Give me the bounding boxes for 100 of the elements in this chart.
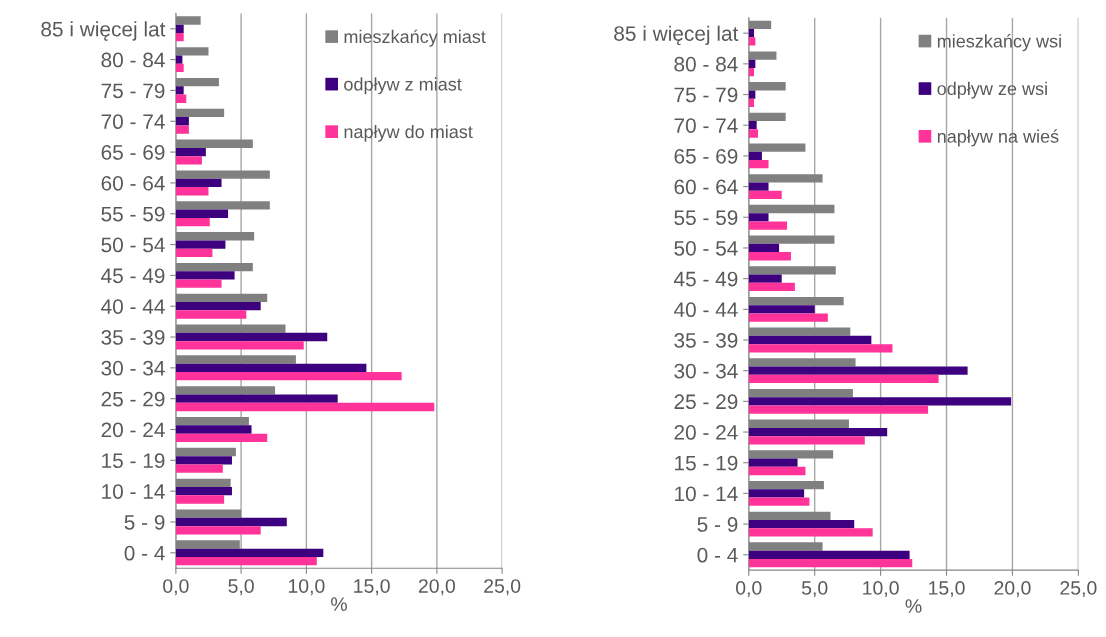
legend-label: odpływ z miast bbox=[344, 77, 462, 95]
y-tick-label: 65 - 69 bbox=[101, 145, 165, 160]
bar bbox=[748, 274, 782, 283]
y-tick-label: 80 - 84 bbox=[101, 52, 165, 68]
y-tick-label: 35 - 39 bbox=[674, 333, 738, 348]
bar bbox=[748, 305, 815, 314]
bar bbox=[175, 425, 252, 434]
bar bbox=[748, 252, 791, 261]
bar bbox=[175, 24, 184, 33]
x-axis-title: % bbox=[905, 599, 922, 613]
y-tick-label: 85 i więcej lat bbox=[614, 25, 739, 46]
x-tick-label: 25,0 bbox=[1060, 581, 1097, 598]
bar bbox=[175, 464, 223, 473]
bar bbox=[175, 240, 226, 249]
bar bbox=[175, 341, 304, 350]
bar bbox=[175, 433, 268, 442]
bar bbox=[748, 68, 755, 77]
x-tick-label: 10,0 bbox=[863, 581, 899, 598]
bar bbox=[748, 190, 782, 200]
bar bbox=[748, 151, 762, 161]
bar bbox=[175, 495, 225, 504]
y-tick-label: 75 - 79 bbox=[101, 83, 165, 99]
y-tick-label: 50 - 54 bbox=[101, 237, 165, 253]
y-tick-label: 20 - 24 bbox=[101, 422, 165, 438]
bar bbox=[748, 313, 828, 322]
y-tick-label: 0 - 4 bbox=[697, 547, 738, 563]
bar bbox=[748, 121, 757, 130]
y-tick-label: 25 - 29 bbox=[674, 394, 738, 410]
y-tick-label: 30 - 34 bbox=[101, 360, 165, 376]
bar bbox=[748, 129, 758, 138]
y-tick-label: 50 - 54 bbox=[674, 240, 738, 256]
bar bbox=[748, 366, 968, 375]
bar bbox=[175, 178, 222, 188]
bar bbox=[748, 405, 929, 414]
bar bbox=[175, 402, 435, 412]
bar bbox=[175, 372, 402, 381]
bar bbox=[748, 528, 873, 537]
bar bbox=[175, 209, 229, 218]
bar bbox=[748, 98, 755, 107]
y-tick-label: 70 - 74 bbox=[674, 118, 738, 133]
bar bbox=[748, 374, 939, 384]
bar bbox=[175, 456, 232, 465]
x-tick-label: 15,0 bbox=[354, 579, 390, 596]
bar bbox=[175, 63, 184, 73]
bar bbox=[175, 147, 206, 157]
x-tick-label: 25,0 bbox=[484, 579, 521, 596]
x-tick-label: 10,0 bbox=[288, 579, 325, 596]
y-tick-label: 15 - 19 bbox=[102, 453, 165, 469]
x-tick-label: 15,0 bbox=[929, 581, 965, 598]
y-tick-label: 80 - 84 bbox=[674, 56, 738, 72]
y-tick-label: 75 - 79 bbox=[674, 87, 738, 103]
bar bbox=[748, 37, 756, 46]
bar bbox=[175, 556, 317, 566]
bar bbox=[175, 310, 247, 319]
bar bbox=[748, 243, 780, 253]
legend-label: napływ do miast bbox=[344, 124, 473, 142]
y-tick-label: 20 - 24 bbox=[674, 425, 738, 440]
legend-label: mieszkańcy wsi bbox=[937, 34, 1061, 52]
bar bbox=[748, 497, 810, 506]
bar bbox=[175, 526, 261, 535]
legend-label: mieszkańcy miast bbox=[344, 29, 486, 47]
y-tick-label: 5 - 9 bbox=[697, 517, 738, 532]
y-tick-label: 10 - 14 bbox=[675, 486, 738, 502]
x-tick-label: 20,0 bbox=[994, 581, 1031, 598]
y-tick-label: 60 - 64 bbox=[101, 175, 165, 191]
x-tick-label: 5,0 bbox=[801, 581, 828, 598]
bar bbox=[175, 271, 235, 280]
bar bbox=[175, 55, 183, 64]
bar bbox=[175, 279, 222, 288]
bar bbox=[175, 548, 324, 557]
bar bbox=[748, 335, 872, 345]
bar bbox=[748, 427, 888, 437]
y-tick-label: 55 - 59 bbox=[674, 210, 738, 226]
bar bbox=[175, 86, 184, 95]
bar bbox=[175, 94, 187, 103]
bar bbox=[175, 187, 209, 196]
x-tick-label: 20,0 bbox=[418, 579, 456, 596]
x-tick-label: 5,0 bbox=[228, 579, 254, 596]
bar bbox=[175, 486, 232, 496]
bar bbox=[748, 221, 787, 230]
y-tick-label: 30 - 34 bbox=[674, 363, 738, 379]
bar bbox=[748, 344, 893, 353]
y-tick-label: 0 - 4 bbox=[124, 545, 165, 561]
bar bbox=[748, 282, 795, 292]
y-tick-label: 35 - 39 bbox=[101, 330, 165, 345]
bar bbox=[748, 436, 865, 445]
y-tick-label: 15 - 19 bbox=[675, 455, 738, 471]
x-tick-label: 0,0 bbox=[163, 579, 189, 596]
y-tick-label: 55 - 59 bbox=[101, 206, 165, 222]
legend-label: odpływ ze wsi bbox=[937, 81, 1047, 99]
y-tick-label: 65 - 69 bbox=[674, 148, 738, 164]
bar bbox=[175, 32, 184, 42]
bar bbox=[175, 156, 202, 165]
bar bbox=[748, 160, 769, 169]
bar bbox=[748, 182, 769, 191]
bar bbox=[748, 489, 805, 498]
y-tick-label: 10 - 14 bbox=[102, 484, 165, 499]
y-tick-label: 45 - 49 bbox=[673, 271, 738, 287]
bar bbox=[175, 517, 287, 527]
bar bbox=[748, 397, 1012, 406]
